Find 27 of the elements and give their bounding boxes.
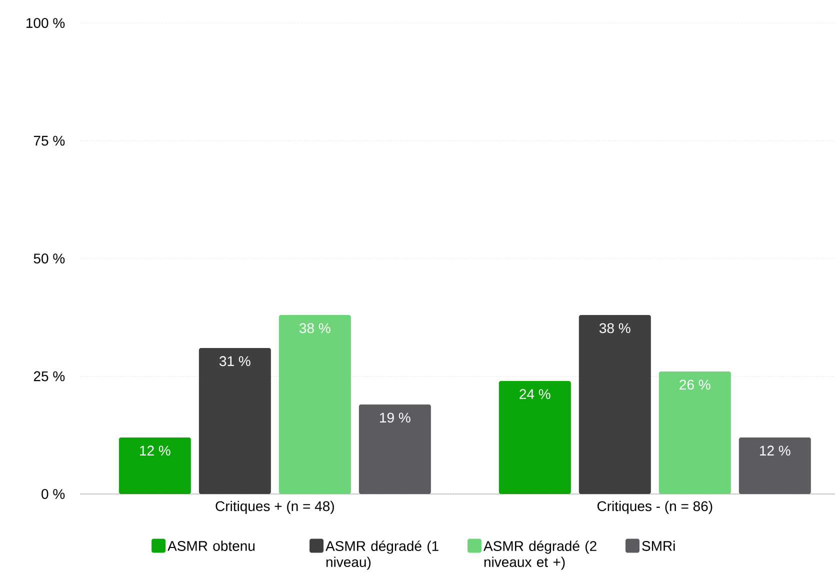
legend-label: ASMR dégradé (2 niveaux et +) — [484, 540, 596, 570]
y-tick-label: 0 % — [42, 489, 65, 499]
bar — [578, 315, 651, 494]
x-tick-label: Critiques - (n = 86) — [597, 500, 712, 514]
data-label: 19 % — [380, 412, 410, 423]
bar — [278, 315, 351, 494]
data-label: 31 % — [220, 356, 250, 366]
y-tick-label: 50 % — [34, 254, 65, 264]
data-label: 38 % — [599, 323, 630, 334]
bar — [498, 380, 571, 494]
legend-label: ASMR dégradé (1 niveau) — [326, 540, 438, 570]
data-label: 12 % — [140, 446, 170, 456]
bar — [198, 348, 271, 494]
data-label: 26 % — [680, 380, 710, 390]
data-label: 24 % — [520, 389, 550, 400]
bar — [738, 437, 811, 494]
legend-label: ASMR obtenu — [168, 540, 255, 551]
bar — [358, 404, 431, 494]
bar — [658, 372, 731, 494]
data-label: 12 % — [760, 446, 790, 456]
y-tick-label: 25 % — [34, 371, 65, 382]
x-tick-label: Critiques + (n = 48) — [216, 500, 334, 514]
data-label: 38 % — [300, 323, 330, 334]
legend-label: SMRi — [642, 540, 675, 551]
y-tick-label: 75 % — [34, 136, 65, 146]
bar — [118, 437, 191, 494]
y-tick-label: 100 % — [26, 18, 65, 28]
